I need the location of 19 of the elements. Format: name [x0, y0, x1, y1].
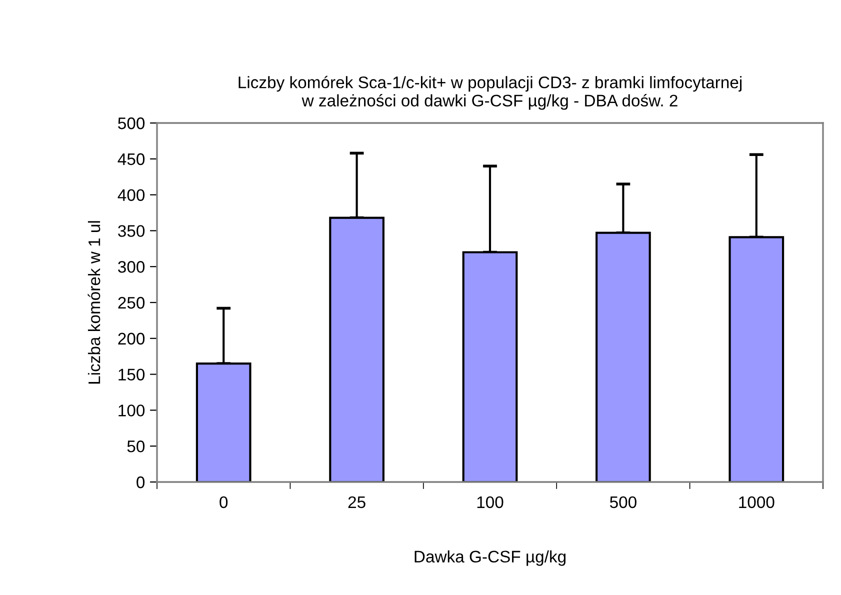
y-tick-label: 500: [118, 117, 145, 130]
x-tick-label: 0: [220, 496, 228, 508]
y-tick-label: 200: [118, 332, 145, 345]
y-tick-label: 0: [136, 476, 145, 488]
y-tick-label: 100: [118, 404, 145, 416]
y-axis-title: Liczba komórek w 1 ul: [88, 221, 100, 384]
y-tick-label: 300: [118, 261, 145, 273]
y-tick-label: 150: [118, 368, 145, 381]
x-tick-label: 25: [348, 496, 366, 508]
x-tick-label: 500: [610, 496, 636, 508]
y-tick-label: 250: [118, 296, 145, 309]
y-tick-label: 350: [118, 225, 145, 237]
x-tick-label: 100: [477, 496, 504, 508]
y-tick-label: 450: [118, 153, 145, 166]
x-axis-title: Dawka G-CSF µg/kg: [414, 550, 566, 566]
x-tick-label: 1000: [739, 496, 774, 508]
chart-title: Liczby komórek Sca-1/c-kit+ w populacji CD3- z bramki limfocytarnej w zależności od dawki G-CSF µg/kg - DBA dośw. 2: [238, 76, 742, 110]
y-tick-label: 50: [127, 440, 145, 452]
y-tick-label: 400: [118, 189, 145, 202]
